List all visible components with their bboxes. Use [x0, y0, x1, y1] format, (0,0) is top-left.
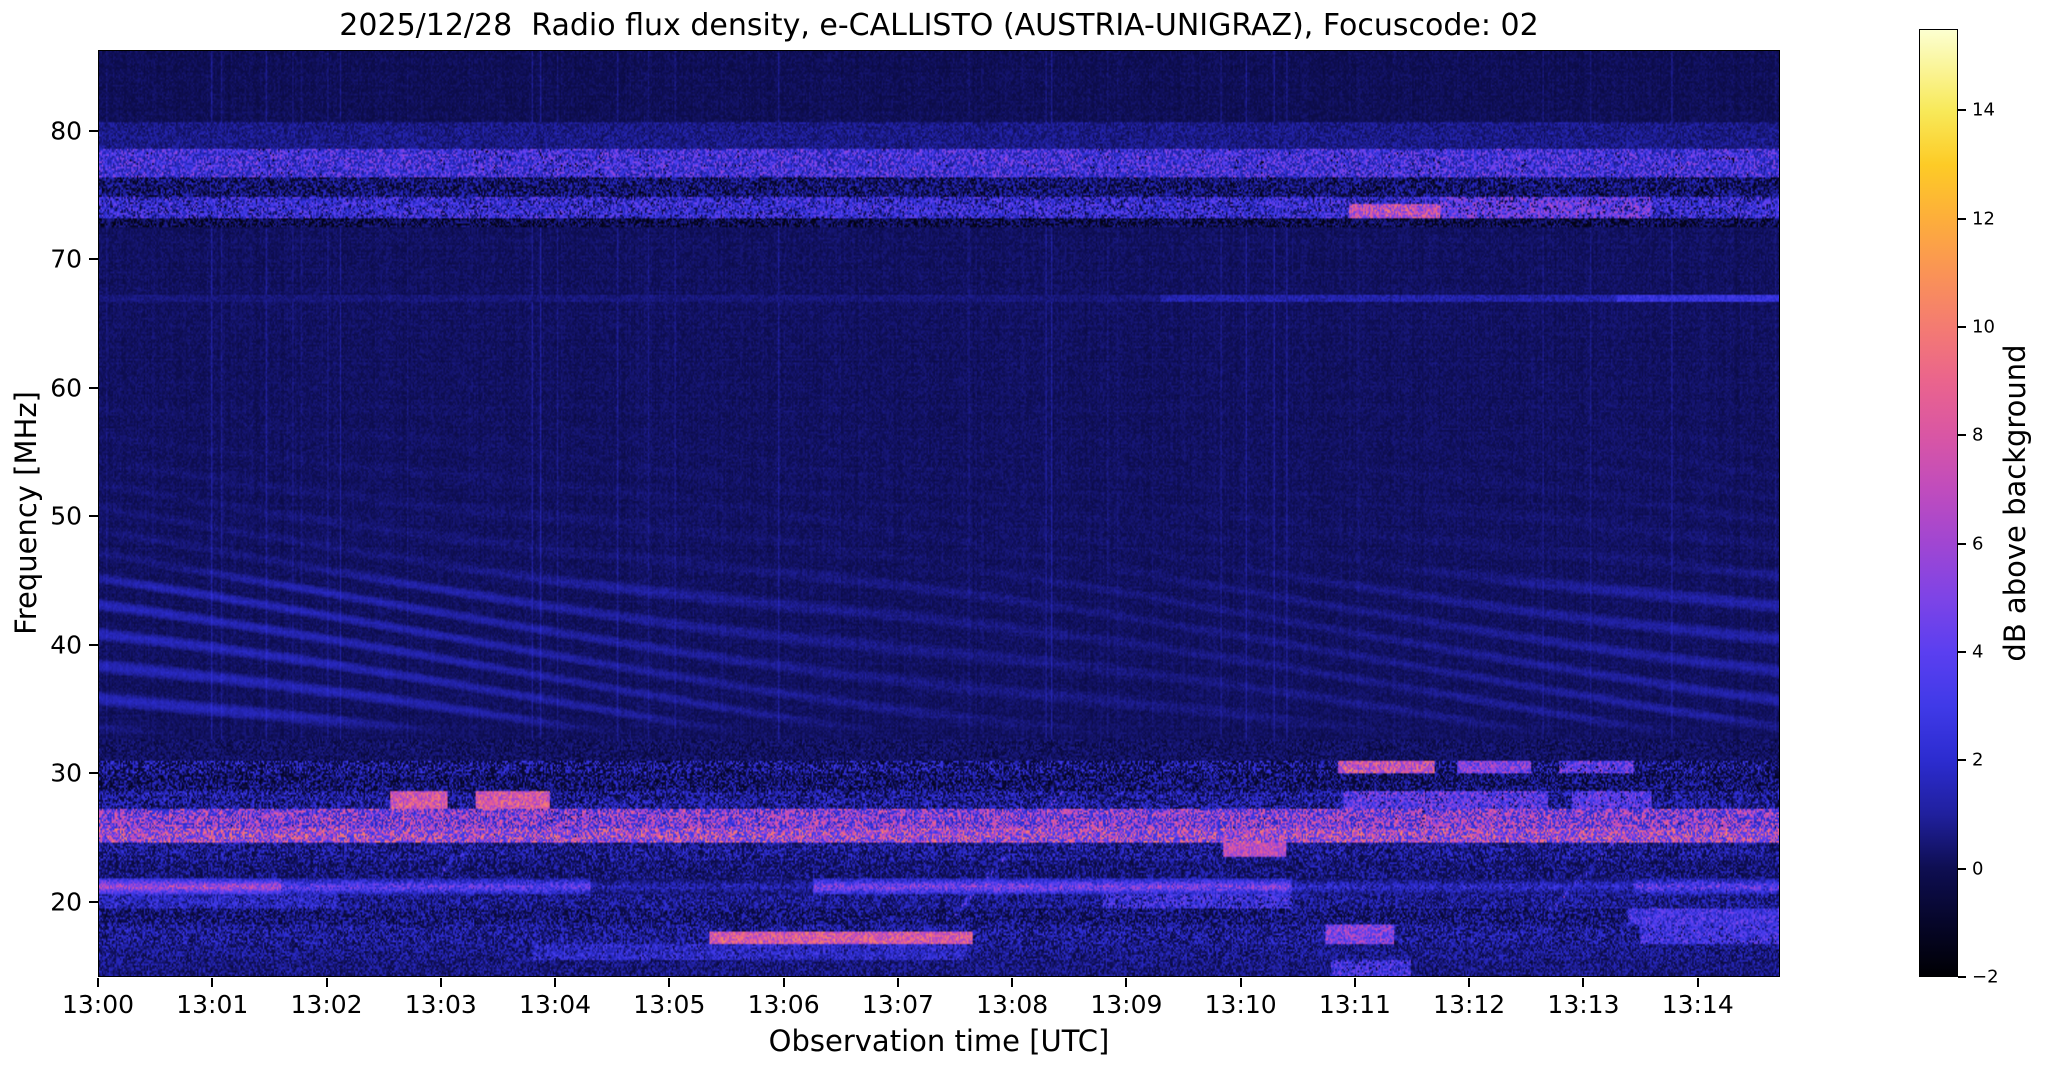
colorbar-tick-label: 8: [1972, 424, 1984, 446]
x-tick-label: 13:00: [61, 990, 135, 1019]
colorbar-tick-label: 6: [1972, 533, 1984, 555]
y-tick-mark: [89, 129, 98, 132]
x-tick-mark: [554, 978, 557, 987]
x-tick-mark: [325, 978, 328, 987]
colorbar-tick-label: 10: [1972, 316, 1995, 338]
x-tick-mark: [1468, 978, 1471, 987]
colorbar-tick-label: 2: [1972, 749, 1984, 771]
x-tick-label: 13:05: [633, 990, 706, 1019]
colorbar-tick-label: 12: [1972, 208, 1995, 230]
colorbar-label: dB above background: [1998, 344, 2032, 662]
x-tick-label: 13:02: [290, 990, 363, 1019]
x-tick-mark: [439, 978, 442, 987]
y-tick-mark: [89, 386, 98, 389]
colorbar-tick-mark: [1958, 434, 1966, 437]
y-tick-mark: [89, 900, 98, 903]
x-tick-label: 13:07: [861, 990, 934, 1019]
y-tick-label: 60: [50, 373, 82, 403]
colorbar-tick-mark: [1958, 759, 1966, 762]
x-tick-label: 13:01: [176, 990, 249, 1019]
x-tick-mark: [1582, 978, 1585, 987]
x-tick-label: 13:06: [747, 990, 820, 1019]
colorbar-tick-mark: [1958, 867, 1966, 870]
x-tick-label: 13:14: [1661, 990, 1734, 1019]
y-tick-label: 50: [50, 501, 82, 531]
x-tick-mark: [896, 978, 899, 987]
x-tick-mark: [668, 978, 671, 987]
x-tick-mark: [97, 978, 99, 987]
spectrogram-plot: [98, 50, 1780, 977]
colorbar-tick-mark: [1958, 109, 1966, 112]
colorbar-tick-mark: [1958, 325, 1966, 328]
spectrogram-canvas: [99, 51, 1779, 976]
x-tick-mark: [1353, 978, 1356, 987]
x-tick-mark: [782, 978, 785, 987]
colorbar-tick-label: −2: [1972, 966, 1999, 988]
colorbar-tick-mark: [1958, 976, 1966, 978]
chart-title: 2025/12/28 Radio flux density, e-CALLIST…: [339, 8, 1539, 43]
y-tick-label: 30: [50, 758, 82, 788]
colorbar-tick-mark: [1958, 217, 1966, 220]
x-tick-mark: [1011, 978, 1014, 987]
x-tick-mark: [1696, 978, 1699, 987]
x-tick-mark: [211, 978, 214, 987]
y-tick-label: 70: [50, 244, 82, 274]
x-tick-mark: [1239, 978, 1242, 987]
x-tick-label: 13:11: [1318, 990, 1391, 1019]
x-tick-label: 13:12: [1433, 990, 1506, 1019]
y-tick-mark: [89, 643, 98, 646]
colorbar-tick-mark: [1958, 650, 1966, 653]
colorbar-tick-label: 14: [1972, 99, 1995, 121]
x-tick-label: 13:03: [404, 990, 477, 1019]
colorbar: [1919, 29, 1958, 977]
x-tick-mark: [1125, 978, 1128, 987]
y-tick-mark: [89, 772, 98, 775]
y-tick-mark: [89, 515, 98, 518]
x-axis-label: Observation time [UTC]: [768, 1024, 1110, 1058]
colorbar-tick-label: 4: [1972, 641, 1984, 663]
x-tick-label: 13:09: [1090, 990, 1163, 1019]
x-tick-label: 13:10: [1204, 990, 1277, 1019]
y-tick-label: 80: [50, 116, 82, 146]
colorbar-tick-label: 0: [1972, 858, 1984, 880]
colorbar-gradient: [1920, 30, 1957, 976]
colorbar-tick-mark: [1958, 542, 1966, 545]
x-tick-label: 13:04: [519, 990, 592, 1019]
y-tick-label: 20: [50, 887, 82, 917]
y-tick-label: 40: [50, 630, 82, 660]
y-tick-mark: [89, 258, 98, 261]
x-tick-label: 13:13: [1547, 990, 1620, 1019]
x-tick-label: 13:08: [976, 990, 1049, 1019]
